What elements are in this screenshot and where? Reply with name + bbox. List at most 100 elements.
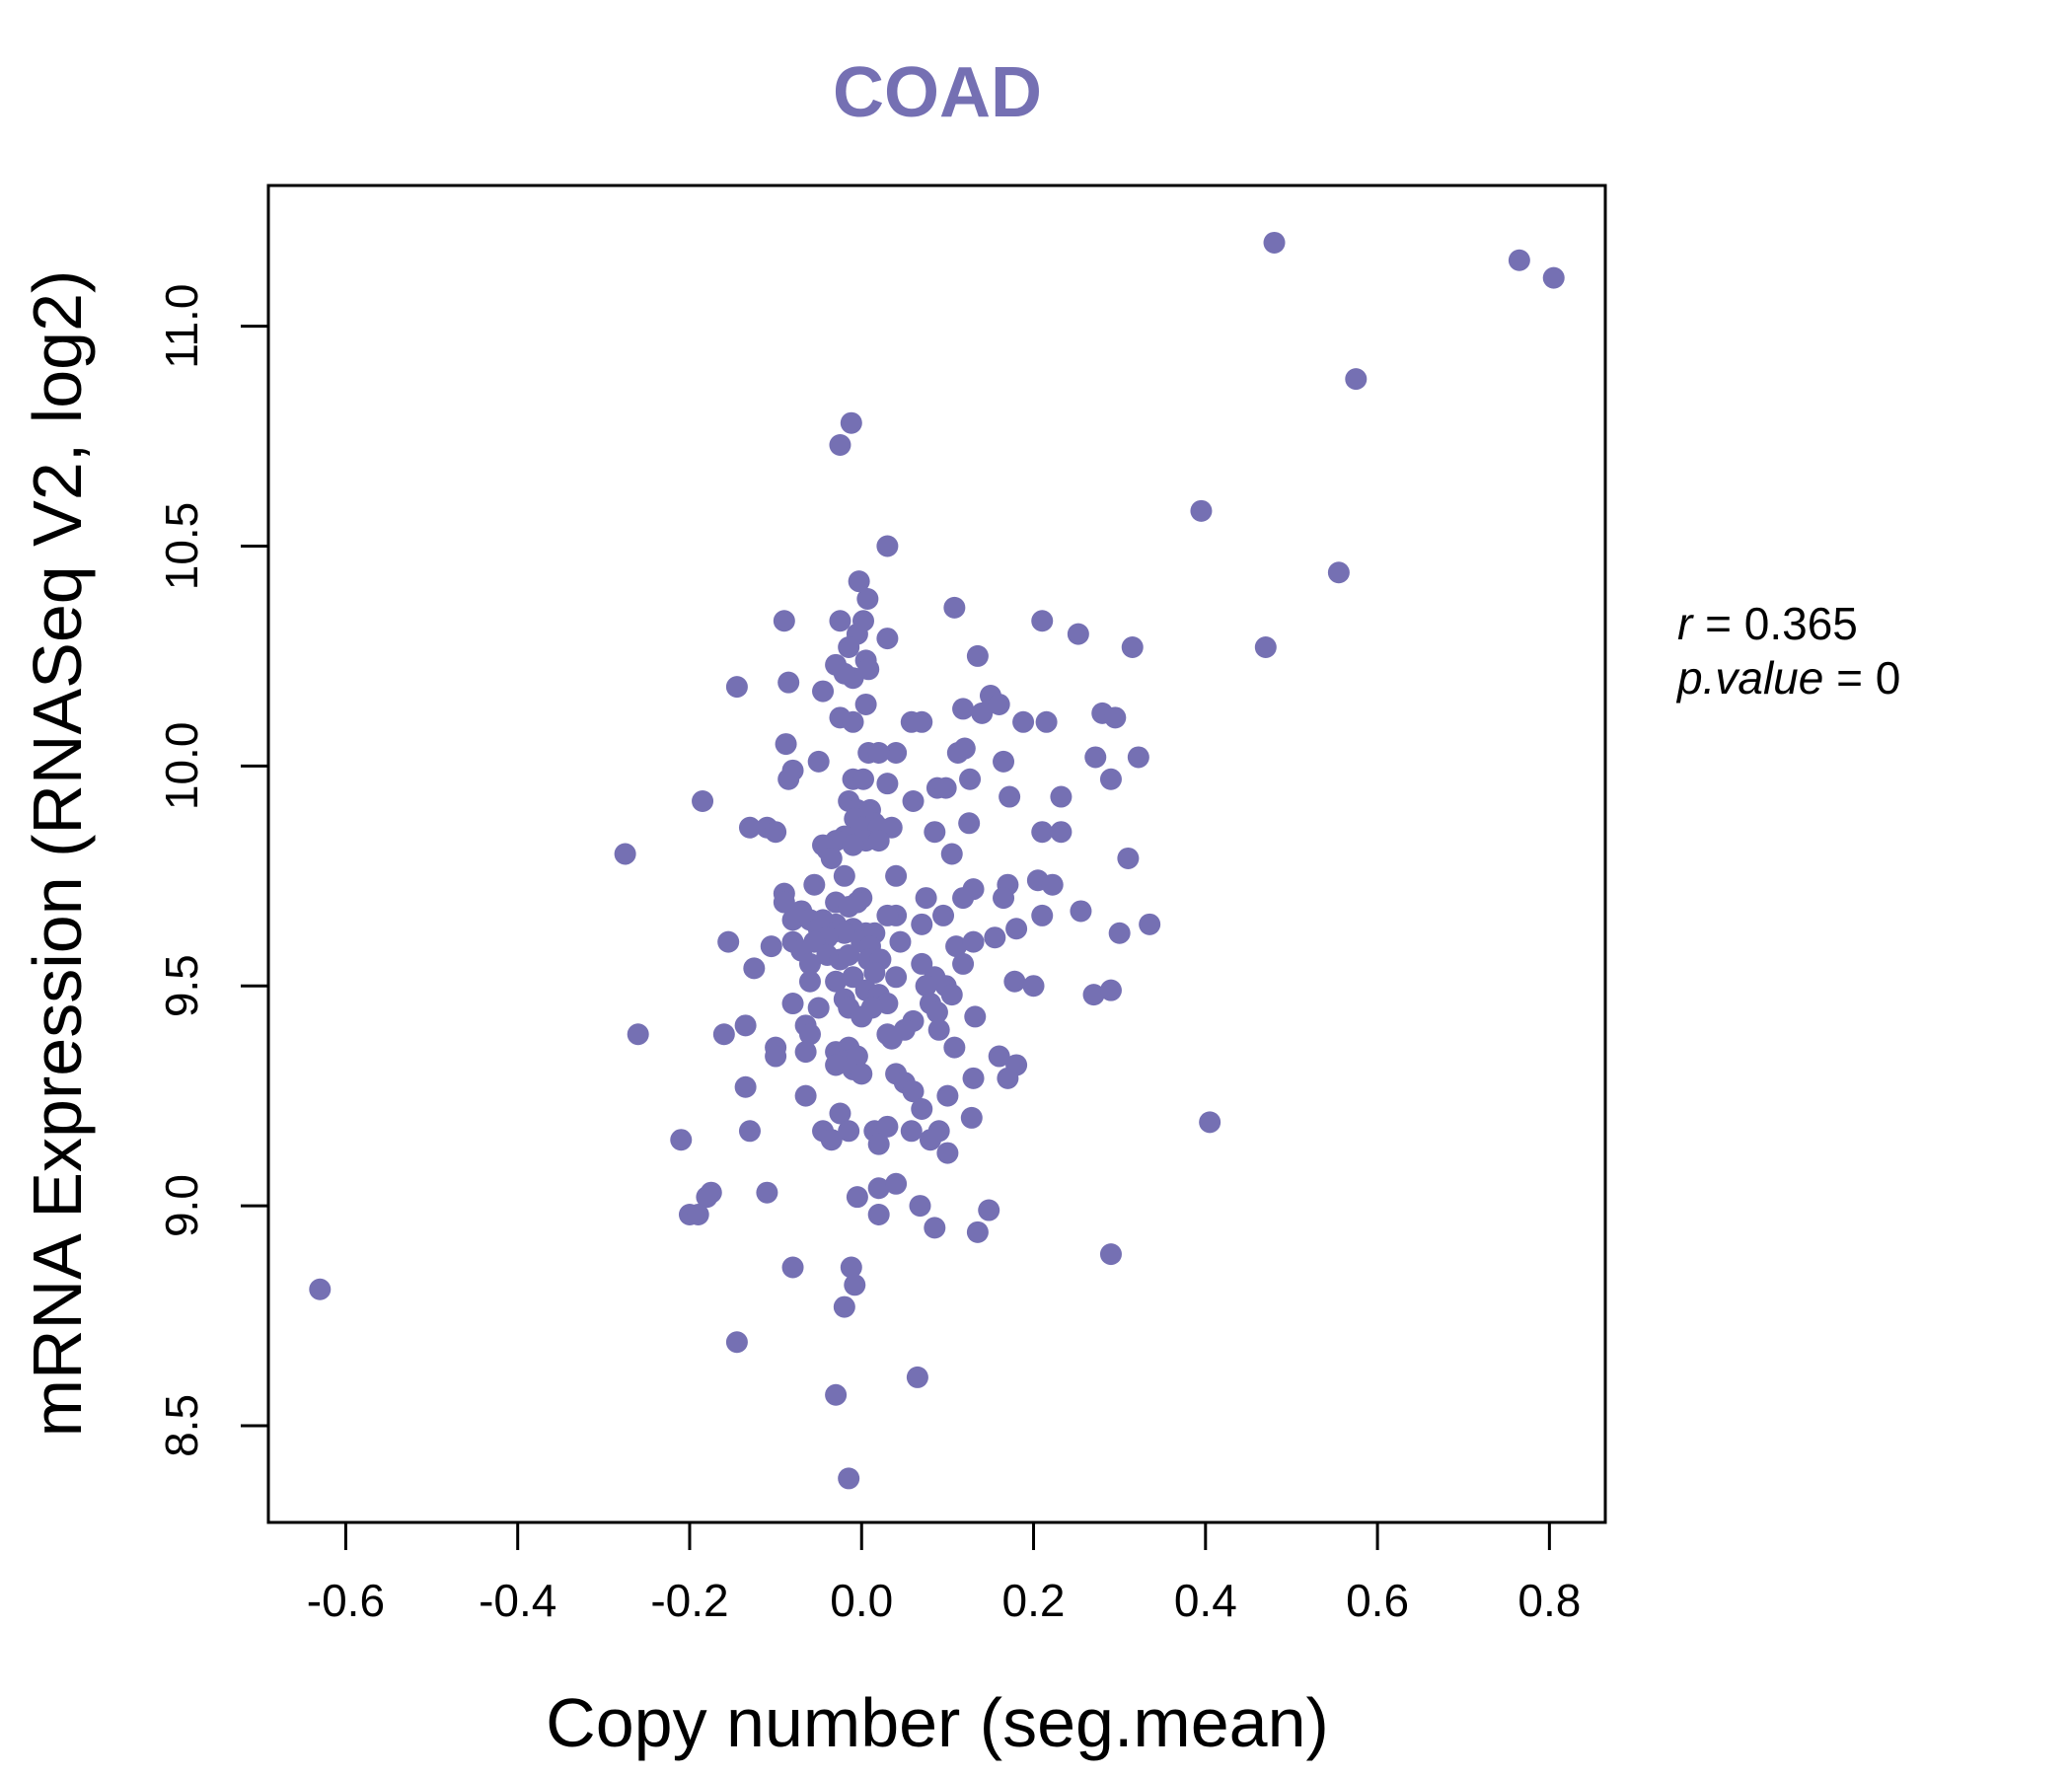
data-point	[775, 733, 797, 756]
data-point	[712, 1023, 735, 1046]
x-tick-label: -0.6	[307, 1575, 385, 1626]
x-tick-label: 0.6	[1346, 1575, 1409, 1626]
data-point	[997, 1067, 1019, 1089]
r-equals: =	[1705, 598, 1744, 649]
data-point	[725, 676, 748, 699]
data-point	[964, 1005, 987, 1028]
data-point	[1127, 746, 1149, 769]
data-point	[1508, 249, 1530, 271]
data-point	[971, 702, 994, 724]
data-point	[984, 926, 1006, 949]
data-point	[840, 411, 862, 434]
data-point	[833, 922, 855, 944]
data-point	[838, 636, 860, 659]
data-point	[927, 1018, 950, 1041]
data-point	[734, 1014, 757, 1037]
data-point	[1327, 561, 1350, 584]
data-point	[889, 930, 912, 953]
data-point	[885, 1172, 908, 1195]
data-point	[844, 1274, 866, 1296]
data-point	[829, 610, 851, 632]
data-point	[820, 1129, 843, 1151]
data-point	[940, 984, 963, 1006]
data-point	[833, 864, 855, 887]
data-point	[902, 1080, 925, 1103]
data-point	[829, 1102, 851, 1125]
plot-frame	[266, 184, 1607, 1524]
data-point	[958, 812, 981, 835]
data-point	[1022, 975, 1045, 998]
data-point	[738, 1120, 761, 1143]
data-point	[777, 671, 800, 694]
data-point	[943, 1036, 966, 1059]
data-point	[842, 710, 864, 733]
data-point	[900, 1120, 923, 1143]
data-point	[1139, 913, 1161, 935]
data-point	[911, 913, 933, 935]
data-point	[696, 1186, 718, 1209]
data-point	[867, 1177, 890, 1200]
data-point	[825, 1054, 848, 1076]
p-label: p.value	[1675, 652, 1823, 703]
r-stat: r = 0.365	[1677, 598, 1858, 649]
data-point	[807, 997, 830, 1019]
data-point	[993, 887, 1015, 910]
data-point	[838, 895, 860, 918]
data-point	[833, 662, 855, 685]
data-point	[993, 750, 1015, 773]
data-point	[876, 773, 899, 795]
data-point	[934, 777, 957, 799]
data-point	[846, 1186, 868, 1209]
data-point	[960, 1106, 983, 1129]
data-point	[953, 737, 976, 760]
data-point	[1542, 266, 1565, 289]
data-point	[1067, 623, 1089, 645]
correlation-stats: r = 0.365 p.value = 0	[1675, 598, 1900, 703]
data-point	[924, 821, 946, 844]
data-point	[925, 1000, 948, 1023]
data-point	[1108, 922, 1131, 944]
data-point	[734, 1075, 757, 1098]
data-point	[952, 952, 975, 975]
data-point	[1104, 706, 1127, 729]
y-tick-label: 9.0	[156, 1174, 207, 1237]
data-point	[902, 790, 925, 813]
data-point	[909, 1195, 931, 1218]
p-stat: p.value = 0	[1675, 652, 1900, 703]
y-axis: 8.5 9.0 9.5 10.0 10.5 11.0	[156, 284, 268, 1457]
data-point	[1070, 900, 1092, 923]
data-point	[988, 1045, 1010, 1068]
data-point	[915, 975, 937, 998]
data-point	[1035, 710, 1058, 733]
data-point	[1099, 979, 1122, 1001]
data-point	[842, 834, 864, 856]
y-tick-label: 11.0	[156, 284, 207, 369]
data-point	[1345, 368, 1368, 391]
data-point	[906, 1366, 928, 1388]
data-point	[885, 864, 908, 887]
x-tick-label: -0.4	[479, 1575, 556, 1626]
y-tick-label: 8.5	[156, 1394, 207, 1457]
data-point	[1050, 785, 1073, 808]
data-point	[911, 1098, 933, 1121]
data-point	[876, 628, 899, 650]
x-tick-label: 0.4	[1174, 1575, 1237, 1626]
data-point	[743, 957, 766, 980]
data-point	[687, 1203, 709, 1225]
data-point	[670, 1129, 693, 1151]
data-point	[1031, 610, 1054, 632]
data-point	[812, 680, 835, 703]
data-point	[851, 1005, 873, 1028]
data-point	[988, 693, 1010, 715]
data-point	[803, 873, 826, 896]
r-label: r	[1677, 598, 1694, 649]
data-point	[1099, 1243, 1122, 1266]
data-point	[1084, 746, 1107, 769]
chart-title: COAD	[833, 53, 1042, 132]
data-point	[794, 1041, 817, 1064]
data-point	[1041, 873, 1064, 896]
data-point	[999, 785, 1021, 808]
data-point	[807, 750, 830, 773]
data-point	[885, 741, 908, 764]
data-point	[924, 1217, 946, 1239]
